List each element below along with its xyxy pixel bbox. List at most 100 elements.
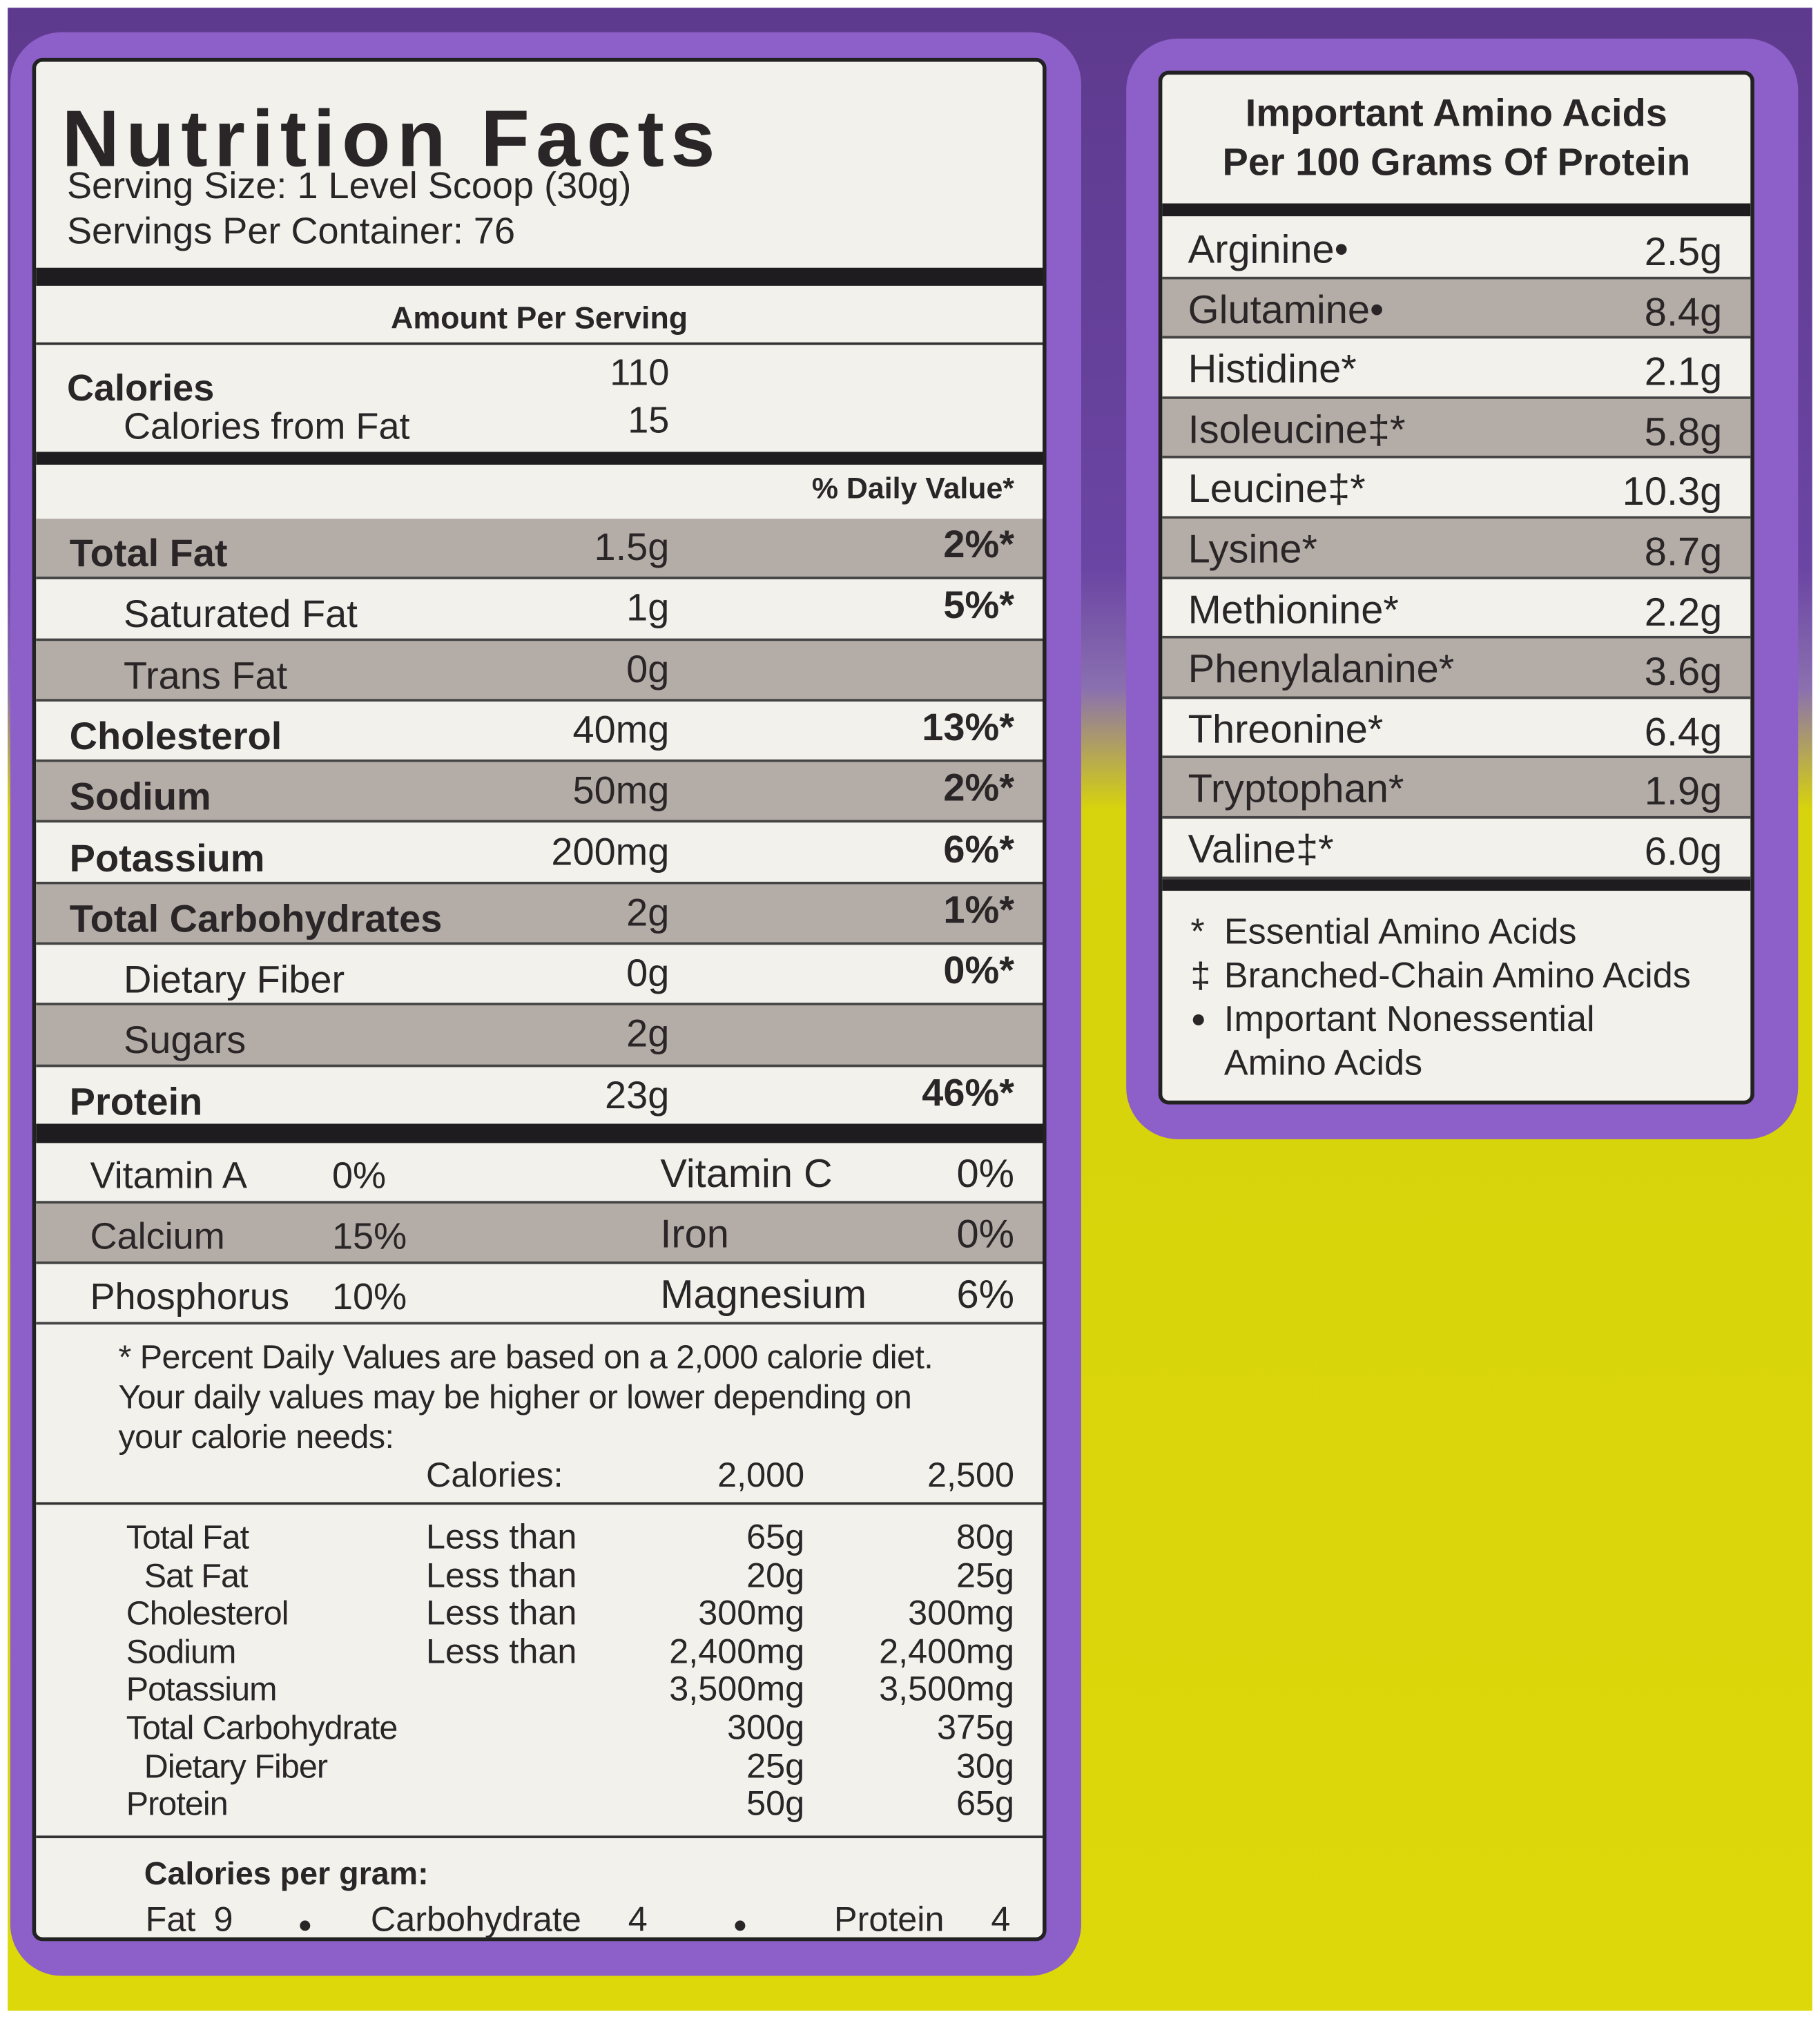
- amino-value: 5.8g: [1644, 409, 1723, 454]
- amino-value: 2.1g: [1644, 349, 1723, 394]
- reference-name: Total Carbohydrate: [126, 1708, 398, 1747]
- nutrient-amount: 2g: [626, 891, 670, 935]
- reference-value: 80g: [956, 1517, 1014, 1556]
- nutrient-dv: 5%*: [943, 584, 1014, 628]
- amino-row: Isoleucine‡* 5.8g: [1162, 398, 1751, 459]
- cpg-name: Protein: [834, 1900, 945, 1939]
- amino-value: 1.9g: [1644, 769, 1723, 814]
- amino-name: Arginine•: [1188, 226, 1348, 272]
- nutrient-name: Sugars: [123, 1020, 246, 1063]
- reference-header: 2,500: [927, 1456, 1014, 1495]
- amino-row: Valine‡* 6.0g: [1162, 819, 1751, 879]
- rule: [36, 1835, 1043, 1838]
- nutrient-amount: 50mg: [572, 770, 670, 813]
- reference-name: Potassium: [126, 1670, 278, 1709]
- vitamin-dv: 0%: [956, 1150, 1014, 1196]
- thick-bar: [36, 1123, 1043, 1143]
- rule: [36, 1502, 1043, 1505]
- nutrient-name: Total Fat: [69, 532, 228, 576]
- reference-qualifier: Less than: [426, 1594, 577, 1633]
- amino-row: Tryptophan* 1.9g: [1162, 758, 1751, 819]
- nutrient-dv: 0%*: [943, 949, 1014, 993]
- reference-value: 65g: [746, 1517, 805, 1556]
- cpg-value: 4: [991, 1900, 1011, 1939]
- thick-bar: [1162, 203, 1751, 217]
- reference-value: 375g: [936, 1708, 1014, 1747]
- amino-row: Methionine* 2.2g: [1162, 579, 1751, 639]
- amino-name: Leucine‡*: [1188, 466, 1366, 512]
- reference-value: 300mg: [908, 1594, 1014, 1633]
- amino-name: Methionine*: [1188, 586, 1399, 632]
- nutrient-amount: 200mg: [551, 831, 670, 873]
- nutrient-dv: 1%*: [943, 889, 1014, 932]
- nutrient-amount: 1.5g: [594, 526, 670, 569]
- amino-value: 8.7g: [1644, 529, 1723, 574]
- cpg-name: Fat: [145, 1900, 196, 1939]
- bullet: [735, 1920, 746, 1931]
- nutrient-amount: 0g: [626, 648, 670, 691]
- nutrient-name: Total Carbohydrates: [69, 898, 443, 941]
- amino-value: 6.0g: [1644, 829, 1723, 874]
- amino-name: Glutamine•: [1188, 286, 1384, 332]
- vitamin-dv: 15%: [331, 1216, 407, 1258]
- nutrient-name: Cholesterol: [69, 715, 282, 758]
- nutrient-row: Saturated Fat 1g 5%*: [36, 579, 1043, 641]
- nutrient-row: Trans Fat 0g: [36, 640, 1043, 702]
- calories-label: Calories: [66, 368, 215, 409]
- amino-value: 8.4g: [1644, 289, 1723, 334]
- legend-symbol: ‡: [1190, 954, 1211, 995]
- amount-per-serving: Amount Per Serving: [391, 301, 688, 336]
- amino-panel: Important Amino Acids Per 100 Grams Of Pr…: [1158, 70, 1754, 1105]
- legend-text: Important Nonessential: [1223, 998, 1595, 1039]
- reference-value: 2,400mg: [879, 1632, 1014, 1671]
- vitamin-name: Magnesium: [660, 1271, 867, 1317]
- reference-value: 65g: [956, 1784, 1014, 1824]
- cpg-name: Carbohydrate: [370, 1900, 581, 1939]
- calories-fat-label: Calories from Fat: [123, 407, 410, 448]
- amino-name: Tryptophan*: [1188, 766, 1404, 812]
- vitamin-dv: 10%: [331, 1277, 407, 1318]
- amino-name: Threonine*: [1188, 706, 1384, 752]
- vitamin-name: Calcium: [90, 1216, 225, 1258]
- reference-value: 3,500mg: [879, 1670, 1014, 1709]
- amino-row: Glutamine• 8.4g: [1162, 278, 1751, 339]
- vitamin-dv: 0%: [331, 1156, 387, 1197]
- thick-bar: [1162, 878, 1751, 891]
- reference-value: 50g: [746, 1784, 805, 1824]
- vitamin-name: Iron: [660, 1211, 729, 1257]
- nutrient-row: Potassium 200mg 6%*: [36, 823, 1043, 885]
- nutrient-dv: 6%*: [943, 828, 1014, 871]
- vitamin-dv: 6%: [956, 1271, 1014, 1317]
- nutrient-dv: 2%*: [943, 767, 1014, 810]
- amino-row: Arginine• 2.5g: [1162, 219, 1751, 279]
- amino-name: Valine‡*: [1188, 826, 1334, 872]
- nutrient-name: Trans Fat: [123, 655, 288, 697]
- thick-bar: [36, 452, 1043, 465]
- legend-symbol: *: [1190, 911, 1205, 951]
- amino-value: 10.3g: [1622, 469, 1723, 514]
- amino-name: Isoleucine‡*: [1188, 406, 1406, 452]
- reference-value: 2,400mg: [669, 1632, 805, 1671]
- title: Nutrition Facts: [61, 95, 722, 184]
- nutrient-name: Protein: [69, 1081, 203, 1123]
- nutrient-amount: 40mg: [572, 708, 670, 752]
- nutrient-name: Potassium: [69, 837, 265, 880]
- vitamin-row: Vitamin A 0% Vitamin C 0%: [36, 1143, 1043, 1204]
- amino-value: 2.5g: [1644, 229, 1723, 275]
- legend-text: Amino Acids: [1223, 1042, 1423, 1083]
- nutrient-row: Total Fat 1.5g 2%*: [36, 519, 1043, 580]
- footnote-line: your calorie needs:: [118, 1417, 394, 1456]
- reference-value: 25g: [746, 1746, 805, 1785]
- nutrient-name: Dietary Fiber: [123, 959, 345, 1002]
- footnote-line: * Percent Daily Values are based on a 2,…: [118, 1337, 933, 1376]
- amino-row: Lysine* 8.7g: [1162, 519, 1751, 579]
- amino-row: Phenylalanine* 3.6g: [1162, 638, 1751, 699]
- rule: [36, 342, 1043, 345]
- amino-row: Threonine* 6.4g: [1162, 699, 1751, 759]
- nutrient-row: Sugars 2g: [36, 1005, 1043, 1067]
- cpg-value: 4: [628, 1900, 648, 1939]
- reference-name: Cholesterol: [126, 1594, 289, 1633]
- footnote-line: Your daily values may be higher or lower…: [118, 1377, 912, 1416]
- reference-name: Total Fat: [126, 1517, 249, 1556]
